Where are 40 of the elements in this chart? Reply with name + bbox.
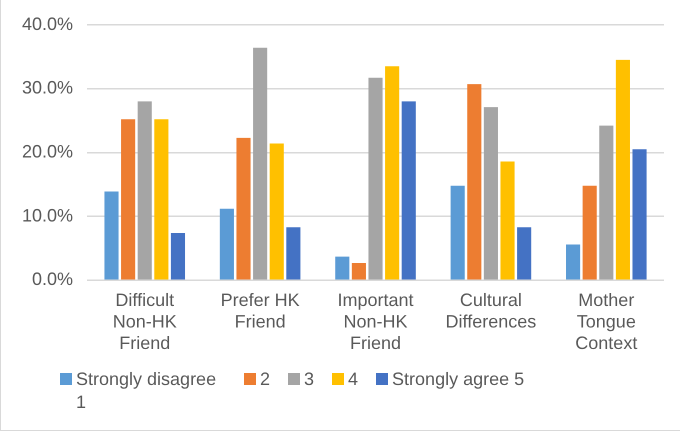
bar [236,138,251,280]
bar [566,244,580,280]
x-tick-label: Prefer HK Friend [220,290,300,332]
y-tick-label: 40.0% [22,14,74,34]
bar [352,262,366,280]
x-tick-label: Important Non-HK Friend [337,290,414,354]
bar [517,227,532,280]
bar [138,101,152,280]
bar [582,186,597,280]
bar [599,126,614,280]
bar [220,208,234,280]
legend-label: Strongly agree 5 [392,368,526,391]
y-tick-label: 30.0% [22,78,74,98]
legend-label: 3 [304,368,314,391]
x-tick-label: Mother Tongue Context [575,290,638,354]
y-tick-label: 0.0% [32,269,74,290]
bar [121,119,136,280]
y-tick-label: 10.0% [22,205,74,226]
bar [104,191,119,280]
x-tick-label: Difficult Non-HK Friend [112,290,177,354]
bar [270,144,284,280]
bar [154,119,168,280]
bar [632,149,647,280]
y-tick-label: 20.0% [22,141,74,162]
bar [467,84,482,280]
legend-label: Strongly disagree 1 [76,368,218,414]
bar [286,227,300,280]
legend-label: 4 [348,368,358,391]
x-tick-label: Cultural Differences [446,290,536,332]
bar [500,161,515,280]
bar [170,232,186,280]
bar [450,186,465,280]
bar [335,256,350,280]
bar [253,48,268,280]
bar [385,66,400,280]
bar [368,78,383,280]
bar [402,101,416,280]
bar [484,107,498,280]
bar [616,60,630,280]
legend-label: 2 [260,368,270,391]
